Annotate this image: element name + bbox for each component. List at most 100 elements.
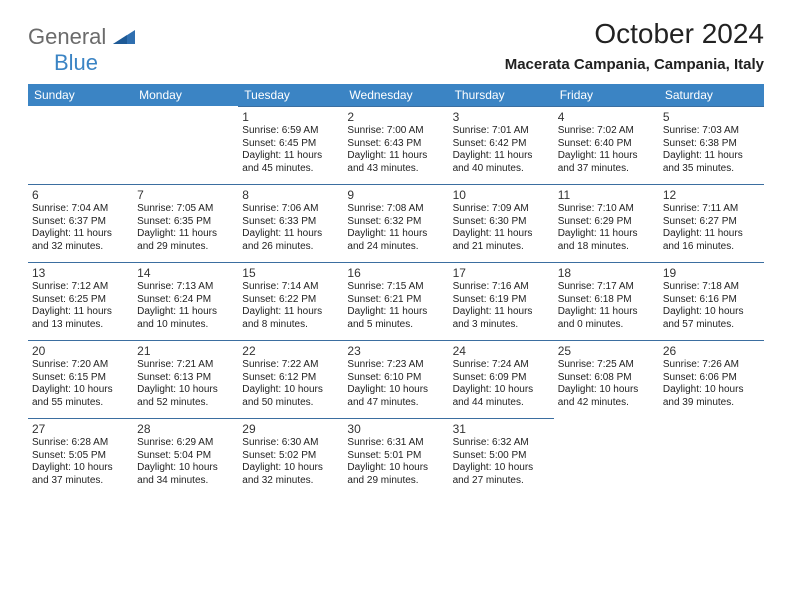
day-detail: Sunrise: 7:17 AMSunset: 6:18 PMDaylight:… bbox=[558, 281, 655, 331]
calendar-week-row: 6Sunrise: 7:04 AMSunset: 6:37 PMDaylight… bbox=[28, 184, 764, 262]
day-number: 14 bbox=[137, 266, 234, 280]
calendar-cell: 22Sunrise: 7:22 AMSunset: 6:12 PMDayligh… bbox=[238, 340, 343, 418]
day-detail: Sunrise: 7:12 AMSunset: 6:25 PMDaylight:… bbox=[32, 281, 129, 331]
day-detail: Sunrise: 6:29 AMSunset: 5:04 PMDaylight:… bbox=[137, 437, 234, 487]
day-detail: Sunrise: 7:04 AMSunset: 6:37 PMDaylight:… bbox=[32, 203, 129, 253]
calendar-cell: 1Sunrise: 6:59 AMSunset: 6:45 PMDaylight… bbox=[238, 106, 343, 184]
calendar-cell: 14Sunrise: 7:13 AMSunset: 6:24 PMDayligh… bbox=[133, 262, 238, 340]
header-row: General Blue October 2024 Macerata Campa… bbox=[28, 18, 764, 76]
day-detail: Sunrise: 6:32 AMSunset: 5:00 PMDaylight:… bbox=[453, 437, 550, 487]
calendar-cell: 29Sunrise: 6:30 AMSunset: 5:02 PMDayligh… bbox=[238, 418, 343, 496]
calendar-cell: 3Sunrise: 7:01 AMSunset: 6:42 PMDaylight… bbox=[449, 106, 554, 184]
calendar-cell: 18Sunrise: 7:17 AMSunset: 6:18 PMDayligh… bbox=[554, 262, 659, 340]
day-number: 10 bbox=[453, 188, 550, 202]
day-detail: Sunrise: 7:06 AMSunset: 6:33 PMDaylight:… bbox=[242, 203, 339, 253]
day-detail: Sunrise: 6:30 AMSunset: 5:02 PMDaylight:… bbox=[242, 437, 339, 487]
day-detail: Sunrise: 7:23 AMSunset: 6:10 PMDaylight:… bbox=[347, 359, 444, 409]
day-number: 3 bbox=[453, 110, 550, 124]
day-detail: Sunrise: 7:21 AMSunset: 6:13 PMDaylight:… bbox=[137, 359, 234, 409]
day-number: 29 bbox=[242, 422, 339, 436]
calendar-cell: 11Sunrise: 7:10 AMSunset: 6:29 PMDayligh… bbox=[554, 184, 659, 262]
calendar-cell: 15Sunrise: 7:14 AMSunset: 6:22 PMDayligh… bbox=[238, 262, 343, 340]
day-number: 8 bbox=[242, 188, 339, 202]
calendar-cell bbox=[28, 106, 133, 184]
day-detail: Sunrise: 7:26 AMSunset: 6:06 PMDaylight:… bbox=[663, 359, 760, 409]
day-detail: Sunrise: 7:18 AMSunset: 6:16 PMDaylight:… bbox=[663, 281, 760, 331]
day-detail: Sunrise: 7:03 AMSunset: 6:38 PMDaylight:… bbox=[663, 125, 760, 175]
day-header: Sunday bbox=[28, 84, 133, 106]
calendar-cell: 26Sunrise: 7:26 AMSunset: 6:06 PMDayligh… bbox=[659, 340, 764, 418]
calendar-cell: 30Sunrise: 6:31 AMSunset: 5:01 PMDayligh… bbox=[343, 418, 448, 496]
day-number: 21 bbox=[137, 344, 234, 358]
day-number: 27 bbox=[32, 422, 129, 436]
day-header: Friday bbox=[554, 84, 659, 106]
location-text: Macerata Campania, Campania, Italy bbox=[505, 56, 764, 73]
calendar-head: SundayMondayTuesdayWednesdayThursdayFrid… bbox=[28, 84, 764, 106]
title-block: October 2024 Macerata Campania, Campania… bbox=[505, 18, 764, 73]
day-header: Monday bbox=[133, 84, 238, 106]
calendar-cell: 6Sunrise: 7:04 AMSunset: 6:37 PMDaylight… bbox=[28, 184, 133, 262]
day-number: 25 bbox=[558, 344, 655, 358]
calendar-week-row: 20Sunrise: 7:20 AMSunset: 6:15 PMDayligh… bbox=[28, 340, 764, 418]
calendar-cell: 25Sunrise: 7:25 AMSunset: 6:08 PMDayligh… bbox=[554, 340, 659, 418]
day-detail: Sunrise: 7:08 AMSunset: 6:32 PMDaylight:… bbox=[347, 203, 444, 253]
triangle-icon bbox=[113, 30, 135, 49]
day-number: 24 bbox=[453, 344, 550, 358]
day-detail: Sunrise: 7:13 AMSunset: 6:24 PMDaylight:… bbox=[137, 281, 234, 331]
calendar-cell: 27Sunrise: 6:28 AMSunset: 5:05 PMDayligh… bbox=[28, 418, 133, 496]
day-number: 18 bbox=[558, 266, 655, 280]
calendar-cell: 24Sunrise: 7:24 AMSunset: 6:09 PMDayligh… bbox=[449, 340, 554, 418]
month-title: October 2024 bbox=[505, 18, 764, 50]
day-detail: Sunrise: 7:22 AMSunset: 6:12 PMDaylight:… bbox=[242, 359, 339, 409]
calendar-cell: 19Sunrise: 7:18 AMSunset: 6:16 PMDayligh… bbox=[659, 262, 764, 340]
calendar-week-row: 13Sunrise: 7:12 AMSunset: 6:25 PMDayligh… bbox=[28, 262, 764, 340]
day-detail: Sunrise: 7:01 AMSunset: 6:42 PMDaylight:… bbox=[453, 125, 550, 175]
day-number: 30 bbox=[347, 422, 444, 436]
day-detail: Sunrise: 7:25 AMSunset: 6:08 PMDaylight:… bbox=[558, 359, 655, 409]
day-detail: Sunrise: 7:10 AMSunset: 6:29 PMDaylight:… bbox=[558, 203, 655, 253]
day-number: 23 bbox=[347, 344, 444, 358]
day-number: 26 bbox=[663, 344, 760, 358]
day-number: 1 bbox=[242, 110, 339, 124]
day-detail: Sunrise: 6:31 AMSunset: 5:01 PMDaylight:… bbox=[347, 437, 444, 487]
calendar-cell: 13Sunrise: 7:12 AMSunset: 6:25 PMDayligh… bbox=[28, 262, 133, 340]
day-number: 12 bbox=[663, 188, 760, 202]
day-number: 16 bbox=[347, 266, 444, 280]
brand-word-2: Blue bbox=[54, 50, 98, 75]
calendar-cell: 20Sunrise: 7:20 AMSunset: 6:15 PMDayligh… bbox=[28, 340, 133, 418]
calendar-cell: 4Sunrise: 7:02 AMSunset: 6:40 PMDaylight… bbox=[554, 106, 659, 184]
day-number: 20 bbox=[32, 344, 129, 358]
brand-logo: General Blue bbox=[28, 24, 135, 76]
calendar-cell: 9Sunrise: 7:08 AMSunset: 6:32 PMDaylight… bbox=[343, 184, 448, 262]
calendar-page: General Blue October 2024 Macerata Campa… bbox=[0, 0, 792, 496]
calendar-cell: 23Sunrise: 7:23 AMSunset: 6:10 PMDayligh… bbox=[343, 340, 448, 418]
day-detail: Sunrise: 6:59 AMSunset: 6:45 PMDaylight:… bbox=[242, 125, 339, 175]
calendar-cell: 12Sunrise: 7:11 AMSunset: 6:27 PMDayligh… bbox=[659, 184, 764, 262]
day-header: Thursday bbox=[449, 84, 554, 106]
calendar-cell: 21Sunrise: 7:21 AMSunset: 6:13 PMDayligh… bbox=[133, 340, 238, 418]
calendar-week-row: 1Sunrise: 6:59 AMSunset: 6:45 PMDaylight… bbox=[28, 106, 764, 184]
calendar-cell: 28Sunrise: 6:29 AMSunset: 5:04 PMDayligh… bbox=[133, 418, 238, 496]
calendar-cell bbox=[659, 418, 764, 496]
calendar-cell: 17Sunrise: 7:16 AMSunset: 6:19 PMDayligh… bbox=[449, 262, 554, 340]
day-detail: Sunrise: 7:11 AMSunset: 6:27 PMDaylight:… bbox=[663, 203, 760, 253]
day-number: 13 bbox=[32, 266, 129, 280]
day-header: Tuesday bbox=[238, 84, 343, 106]
day-number: 9 bbox=[347, 188, 444, 202]
day-number: 17 bbox=[453, 266, 550, 280]
day-number: 15 bbox=[242, 266, 339, 280]
day-detail: Sunrise: 7:16 AMSunset: 6:19 PMDaylight:… bbox=[453, 281, 550, 331]
day-detail: Sunrise: 7:24 AMSunset: 6:09 PMDaylight:… bbox=[453, 359, 550, 409]
day-detail: Sunrise: 7:05 AMSunset: 6:35 PMDaylight:… bbox=[137, 203, 234, 253]
day-detail: Sunrise: 6:28 AMSunset: 5:05 PMDaylight:… bbox=[32, 437, 129, 487]
day-number: 2 bbox=[347, 110, 444, 124]
day-number: 28 bbox=[137, 422, 234, 436]
day-header-row: SundayMondayTuesdayWednesdayThursdayFrid… bbox=[28, 84, 764, 106]
day-header: Saturday bbox=[659, 84, 764, 106]
day-number: 22 bbox=[242, 344, 339, 358]
day-number: 6 bbox=[32, 188, 129, 202]
day-number: 11 bbox=[558, 188, 655, 202]
day-number: 19 bbox=[663, 266, 760, 280]
day-number: 5 bbox=[663, 110, 760, 124]
day-detail: Sunrise: 7:14 AMSunset: 6:22 PMDaylight:… bbox=[242, 281, 339, 331]
